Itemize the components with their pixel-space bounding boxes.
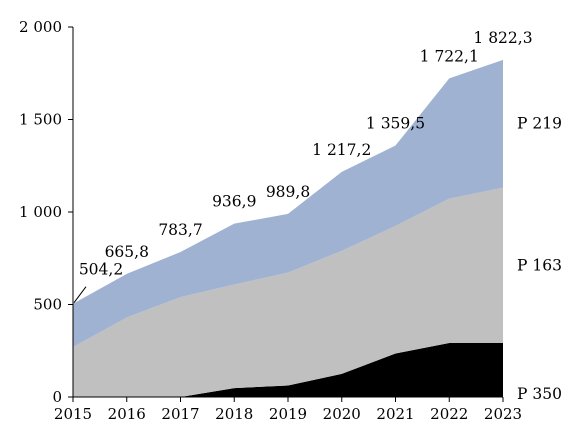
y-tick-label: 2 000 [19, 18, 62, 36]
x-tick-label: 2023 [484, 405, 522, 423]
total-data-label: 504,2 [79, 261, 123, 279]
y-tick-label: 500 [33, 296, 62, 314]
x-tick-labels: 2015 2016 2017 2018 2019 2020 2021 2022 2023 [54, 405, 522, 423]
x-tick-label: 2015 [54, 405, 92, 423]
series-label: P 350 [517, 385, 562, 403]
total-data-label: 665,8 [105, 243, 149, 261]
y-tick-labels: 0 500 1 000 1 500 2 000 [19, 18, 62, 406]
y-tick-label: 0 [52, 388, 62, 406]
x-tick-label: 2019 [269, 405, 307, 423]
total-data-label: 1 822,3 [473, 29, 532, 47]
y-tick-label: 1 500 [19, 111, 62, 129]
total-data-label: 1 722,1 [420, 47, 479, 65]
series-labels: P 350 P 163 P 219 [517, 115, 562, 403]
x-tick-label: 2017 [161, 405, 199, 423]
area-layers [73, 59, 503, 397]
x-tick-label: 2022 [430, 405, 468, 423]
area-series-0 [73, 342, 503, 397]
series-label: P 163 [517, 256, 562, 274]
x-tick-label: 2021 [376, 405, 414, 423]
area-series-1 [73, 187, 503, 397]
area-series-2 [73, 59, 503, 348]
total-data-label: 1 359,5 [366, 114, 425, 132]
axes [68, 26, 504, 402]
y-tick-label: 1 000 [19, 203, 62, 221]
total-data-label: 936,9 [212, 193, 256, 211]
total-data-label: 783,7 [158, 221, 202, 239]
data-label-leader-line [73, 286, 87, 304]
total-data-label: 1 217,2 [312, 141, 371, 159]
x-tick-label: 2020 [323, 405, 361, 423]
x-tick-label: 2016 [108, 405, 146, 423]
series-label: P 219 [517, 115, 562, 133]
total-data-label: 989,8 [266, 183, 310, 201]
x-tick-label: 2018 [215, 405, 253, 423]
